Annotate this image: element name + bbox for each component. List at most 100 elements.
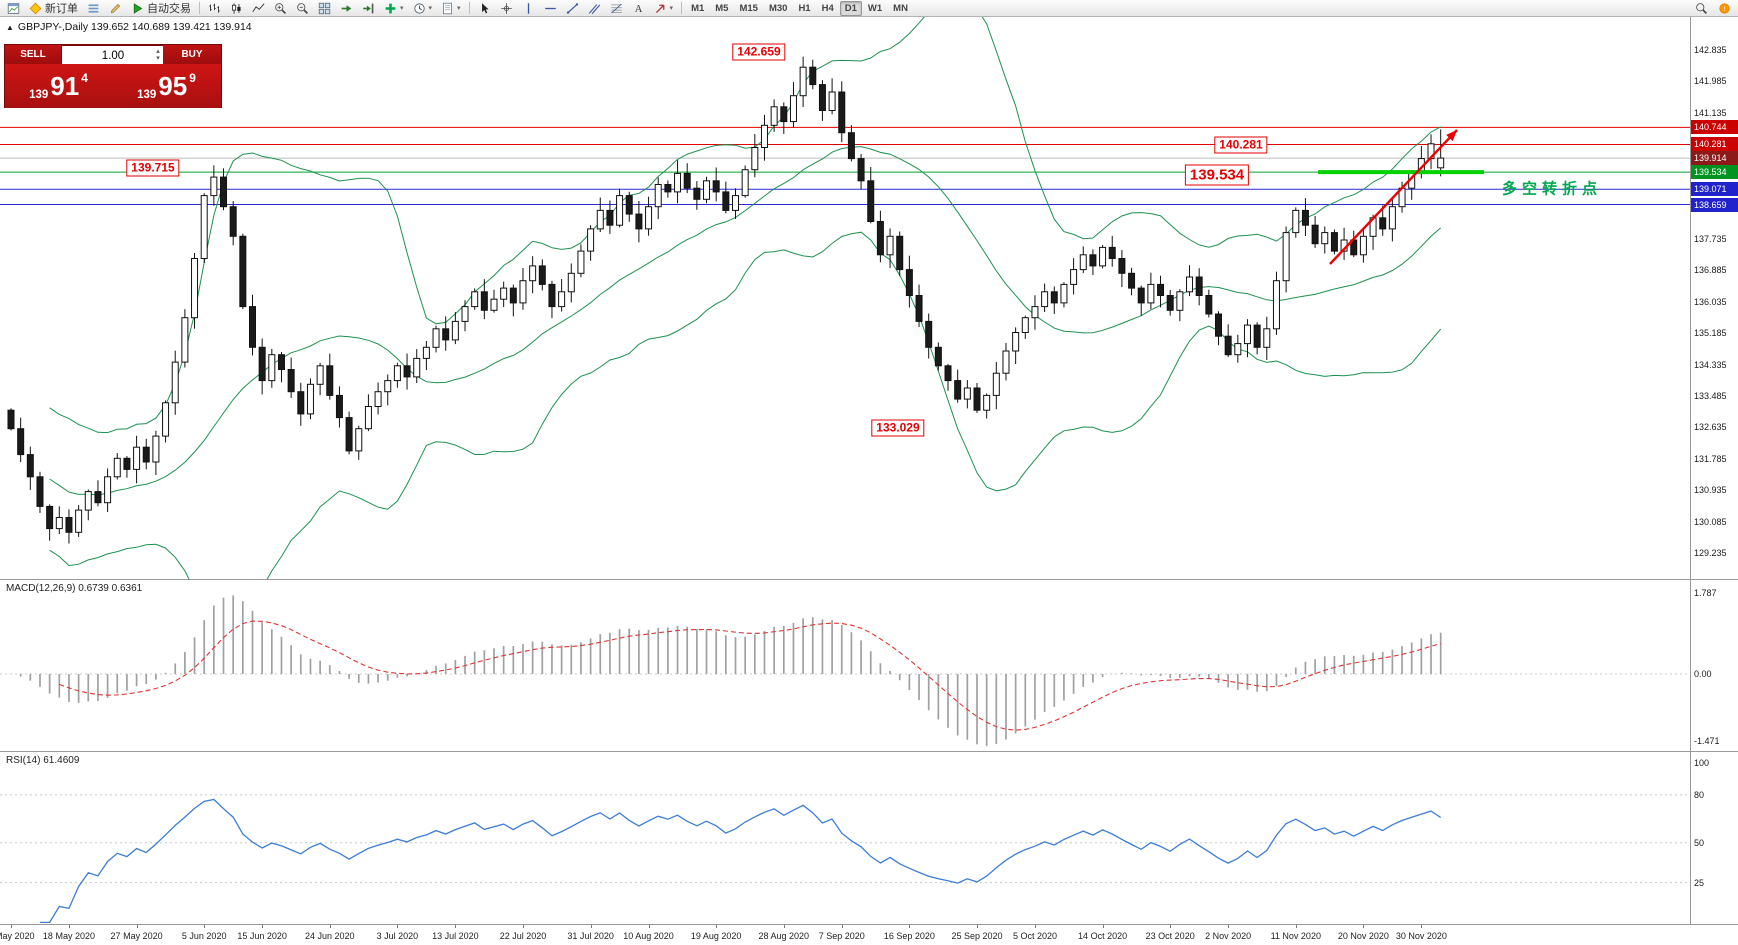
main-chart-plot[interactable]: 142.659 139.715 140.281 139.534 133.029 多空转折点 — [0, 17, 1690, 580]
date-tick-mark — [716, 925, 718, 928]
sep-low-label[interactable]: 133.029 — [871, 419, 925, 437]
date-tick-mark — [1228, 925, 1230, 928]
rsi-plot[interactable] — [0, 752, 1690, 924]
price-tick-label: 142.835 — [1694, 45, 1727, 55]
volume-down-button[interactable]: ▾ — [156, 54, 160, 62]
buy-price-button[interactable]: 139 95 9 — [112, 64, 221, 108]
search-icon — [1695, 2, 1708, 15]
timeframe-M5-button[interactable]: M5 — [715, 2, 729, 14]
panel-divider[interactable] — [0, 579, 1738, 580]
auto-scroll-button[interactable] — [336, 1, 357, 16]
volume-spinner: ▴ ▾ — [153, 46, 163, 63]
rsi-axis[interactable]: 100 80 50 25 — [1690, 752, 1738, 924]
indicators-button[interactable]: ▾ — [380, 1, 408, 16]
toolbar-separator — [681, 2, 683, 14]
equidistant-channel-button[interactable] — [584, 1, 605, 16]
price-tag-139.534: 139.534 — [1691, 165, 1738, 180]
horizontal-line-button[interactable] — [540, 1, 561, 16]
buy-button[interactable]: BUY — [163, 45, 221, 64]
timeframe-M30-button[interactable]: M30 — [768, 2, 788, 14]
cursor-button[interactable] — [474, 1, 495, 16]
new-chart-button[interactable] — [3, 1, 24, 16]
buy-price-big-figure: 139 — [137, 89, 157, 101]
date-tick-mark — [1295, 925, 1297, 928]
tile-icon — [318, 2, 331, 15]
timeframe-MN-button[interactable]: MN — [893, 2, 908, 14]
date-tick-label: 7 Sep 2020 — [818, 931, 865, 941]
price-tick-label: 141.135 — [1694, 107, 1727, 118]
buy-price-point: 9 — [189, 71, 196, 85]
volume-input[interactable] — [62, 47, 164, 65]
time-axis[interactable]: 8 May 2020 18 May 2020 27 May 2020 5 Jun 20… — [0, 924, 1738, 945]
date-tick-label: 18 May 2020 — [42, 931, 95, 941]
sell-price-pips: 91 — [50, 71, 80, 101]
tile-windows-button[interactable] — [314, 1, 335, 16]
dropdown-caret-icon: ▾ — [400, 5, 404, 12]
date-tick-mark — [648, 925, 650, 928]
fibonacci-button[interactable] — [606, 1, 627, 16]
timeframe-M15-button[interactable]: M15 — [739, 2, 758, 14]
zoom-out-icon — [296, 2, 309, 15]
sell-price-point: 4 — [81, 71, 88, 85]
autotrading-label: 自动交易 — [147, 3, 191, 15]
volume-up-button[interactable]: ▴ — [156, 47, 160, 55]
play-icon — [131, 2, 144, 15]
zoom-in-button[interactable] — [270, 1, 291, 16]
support-label-139534[interactable]: 139.534 — [1184, 164, 1250, 186]
sell-button[interactable]: SELL — [5, 45, 61, 64]
templates-button[interactable]: ▾ — [437, 1, 465, 16]
metaeditor-button[interactable] — [105, 1, 126, 16]
text-label-button[interactable]: A — [628, 1, 649, 16]
macd-plot[interactable] — [0, 580, 1690, 751]
june-high-label[interactable]: 139.715 — [126, 159, 180, 177]
rsi-tick-label: 80 — [1694, 789, 1705, 800]
date-tick-mark — [204, 925, 206, 928]
list-icon — [87, 2, 100, 15]
price-axis[interactable]: 142.835 141.985 141.135 137.735 136.885 136.0… — [1690, 17, 1738, 580]
price-tag-138.659: 138.659 — [1691, 197, 1738, 212]
timeframe-D1-button[interactable]: D1 — [839, 0, 862, 16]
price-tick-label: 136.885 — [1694, 265, 1727, 276]
timeframe-M1-button[interactable]: M1 — [691, 2, 705, 14]
notification-button[interactable]: ! — [1714, 1, 1735, 16]
rsi-tick-label: 50 — [1694, 837, 1705, 848]
oneclick-collapse-icon[interactable]: ▲ — [6, 22, 14, 32]
search-button[interactable] — [1691, 1, 1712, 16]
market-watch-button[interactable] — [83, 1, 104, 16]
panel-divider[interactable] — [0, 751, 1738, 752]
turning-point-note[interactable]: 多空转折点 — [1501, 180, 1603, 198]
macd-axis[interactable]: 1.787 0.00 -1.471 — [1690, 580, 1738, 751]
sell-price-button[interactable]: 139 91 4 — [5, 64, 113, 108]
autotrading-button[interactable]: 自动交易 — [127, 1, 195, 16]
svg-text:A: A — [634, 4, 642, 15]
line-chart-button[interactable] — [248, 1, 269, 16]
orange-dot-icon: ! — [1718, 2, 1731, 15]
timeframe-H4-button[interactable]: H4 — [821, 2, 834, 14]
trendline-button[interactable] — [562, 1, 583, 16]
new-order-button[interactable]: 新订单 — [25, 1, 82, 16]
timeframe-W1-button[interactable]: W1 — [867, 2, 883, 14]
resistance-label-140281[interactable]: 140.281 — [1214, 136, 1268, 154]
price-tick-label: 136.035 — [1694, 296, 1727, 307]
date-tick-mark — [397, 925, 399, 928]
arrows-button[interactable]: ▾ — [650, 1, 678, 16]
chart-shift-button[interactable] — [358, 1, 379, 16]
price-tick-label: 141.985 — [1694, 76, 1727, 87]
date-tick-label: 15 Jun 2020 — [237, 931, 287, 941]
peak-price-label[interactable]: 142.659 — [732, 43, 786, 61]
date-tick-label: 10 Aug 2020 — [623, 931, 674, 941]
bar-chart-button[interactable] — [204, 1, 225, 16]
periods-button[interactable]: ▾ — [409, 1, 437, 16]
volume-field: ▴ ▾ — [61, 45, 165, 65]
date-tick-mark — [329, 925, 331, 928]
zoom-in-icon — [274, 2, 287, 15]
chart-title-text: GBPJPY-,Daily 139.652 140.689 139.421 13… — [17, 21, 252, 33]
zoom-out-button[interactable] — [292, 1, 313, 16]
date-tick-label: 31 Jul 2020 — [567, 931, 614, 941]
sell-label: SELL — [20, 49, 46, 60]
candlestick-chart-button[interactable] — [226, 1, 247, 16]
timeframe-H1-button[interactable]: H1 — [798, 2, 811, 14]
cursor-icon — [478, 2, 491, 15]
vertical-line-button[interactable] — [518, 1, 539, 16]
crosshair-button[interactable] — [496, 1, 517, 16]
